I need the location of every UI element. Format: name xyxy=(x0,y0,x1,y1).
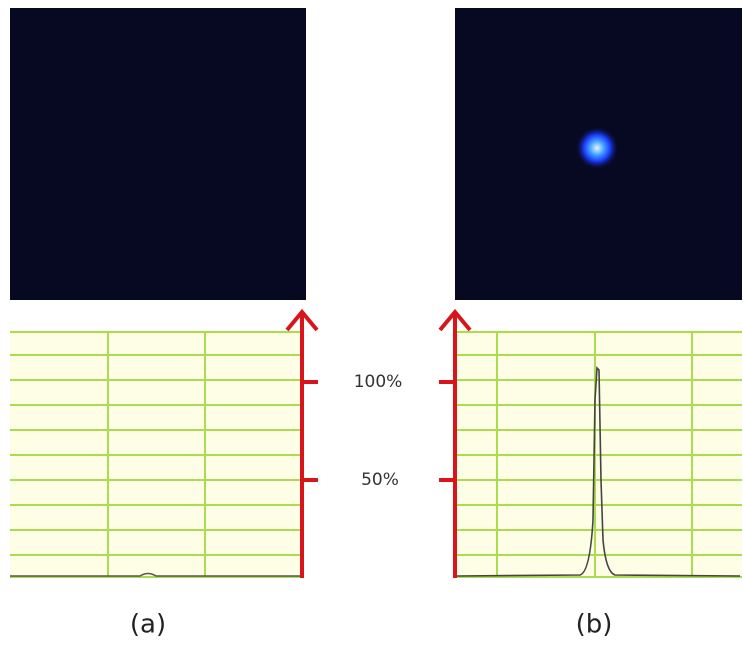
camera-image-a xyxy=(10,8,306,300)
page: 100% 50% (a) (b) (() => { const data = J… xyxy=(0,0,743,646)
figure: 100% 50% (a) (b) xyxy=(0,0,743,646)
profile-plot-b xyxy=(455,330,742,578)
panel-label: (b) xyxy=(576,610,613,640)
axis-label: 100% xyxy=(354,372,403,392)
axis-label: 50% xyxy=(361,470,399,490)
intensity-axes xyxy=(287,312,470,578)
profile-plot-a xyxy=(10,330,302,578)
panel-label: (a) xyxy=(130,610,166,640)
light-spot xyxy=(575,126,619,170)
